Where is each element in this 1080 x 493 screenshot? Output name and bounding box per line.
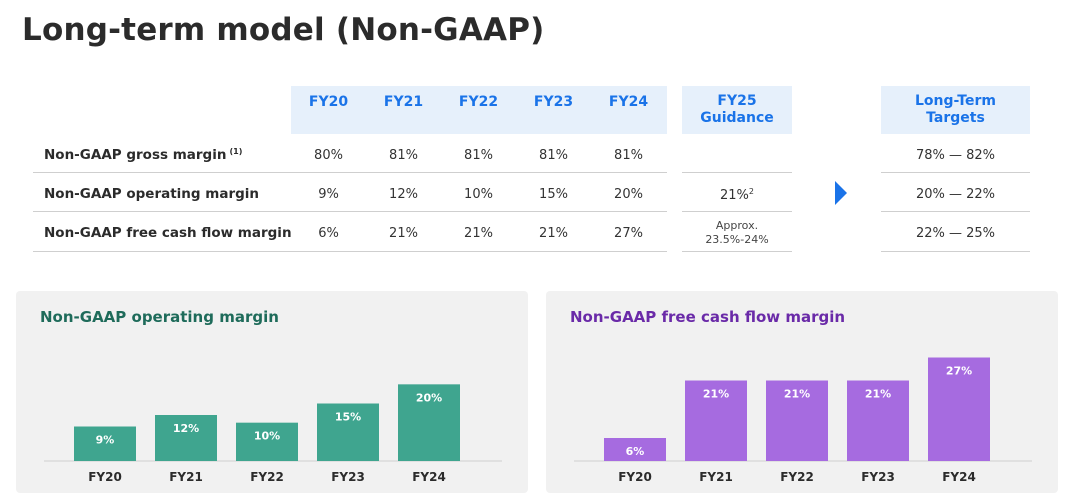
col-header-fy25-guidance: FY25 Guidance	[682, 86, 792, 134]
bar-value-label: 15%	[335, 411, 361, 424]
fcf-margin-chart: 6% FY20 21% FY21 21% FY22 21% FY23 27% FY24	[574, 357, 1032, 484]
operating-bar-fy21	[155, 415, 217, 461]
table-cell: 6%	[318, 226, 339, 241]
col-header-fy23: FY23	[533, 94, 574, 110]
table-cell: 81%	[464, 148, 493, 163]
page-title: Long-term model (Non-GAAP)	[22, 12, 545, 48]
bar-value-label: 6%	[626, 445, 645, 458]
x-tick-label: FY24	[412, 470, 446, 484]
table-cell: 15%	[539, 187, 568, 202]
row-divider	[682, 211, 792, 212]
col-header-fy22: FY22	[458, 94, 499, 110]
row-divider	[33, 211, 667, 212]
col-header-long-term-targets: Long-Term Targets	[881, 86, 1030, 134]
x-tick-label: FY23	[861, 470, 895, 484]
row-divider	[33, 251, 667, 252]
operating-bar-fy22	[236, 422, 298, 461]
target-cell: 22% — 25%	[915, 226, 996, 241]
target-cell: 78% — 82%	[915, 148, 996, 163]
bar-value-label: 9%	[96, 434, 115, 447]
row-divider	[881, 172, 1030, 173]
footnote-marker: (1)	[229, 147, 243, 156]
fcf-bar-fy23	[847, 380, 909, 461]
table-cell: 21%	[539, 226, 568, 241]
bar-value-label: 21%	[703, 388, 729, 401]
footnote-marker: 2	[748, 187, 754, 196]
col-header-fy21: FY21	[383, 94, 424, 110]
bar-value-label: 20%	[416, 391, 442, 404]
chart-title: Non-GAAP free cash flow margin	[570, 308, 846, 326]
bar-value-label: 12%	[173, 422, 199, 435]
x-tick-label: FY23	[331, 470, 365, 484]
table-cell: 9%	[318, 187, 339, 202]
x-tick-label: FY22	[780, 470, 814, 484]
row-divider	[881, 211, 1030, 212]
table-cell: 81%	[539, 148, 568, 163]
fcf-bar-fy24	[928, 357, 990, 461]
operating-bar-fy23	[317, 403, 379, 461]
row-label-text: Non-GAAP free cash flow margin	[44, 225, 292, 241]
operating-margin-panel: Non-GAAP operating margin 9% FY20 12% FY21 1…	[16, 291, 528, 493]
row-label-text: Non-GAAP gross margin	[44, 147, 227, 163]
row-divider	[33, 172, 667, 173]
x-tick-label: FY22	[250, 470, 284, 484]
table-cell: 21%	[389, 226, 418, 241]
row-label-gross-margin: Non-GAAP gross margin (1)	[44, 147, 242, 163]
table-cell: 27%	[614, 226, 643, 241]
table-cell: 80%	[314, 148, 343, 163]
table-cell: 12%	[389, 187, 418, 202]
table-cell: 10%	[464, 187, 493, 202]
fy-headers-band	[291, 86, 667, 134]
x-tick-label: FY20	[88, 470, 122, 484]
target-cell: 20% — 22%	[915, 187, 996, 202]
operating-margin-chart: 9% FY20 12% FY21 10% FY22 15% FY23 20% FY24	[44, 384, 502, 484]
operating-bar-fy24	[398, 384, 460, 461]
col-header-fy24: FY24	[608, 94, 649, 110]
operating-bar-fy20	[74, 426, 136, 461]
arrow-right-icon	[835, 181, 847, 205]
col-header-fy20: FY20	[308, 94, 349, 110]
chart-title: Non-GAAP operating margin	[40, 308, 279, 326]
guidance-value: 21%	[720, 188, 749, 203]
row-divider	[682, 251, 792, 252]
x-tick-label: FY24	[942, 470, 976, 484]
guidance-cell: Approx. 23.5%-24%	[705, 219, 769, 246]
x-tick-label: FY21	[169, 470, 203, 484]
table-cell: 81%	[389, 148, 418, 163]
table-cell: 21%	[464, 226, 493, 241]
row-label-operating-margin: Non-GAAP operating margin	[44, 186, 259, 202]
bar-value-label: 10%	[254, 430, 280, 443]
row-label-fcf-margin: Non-GAAP free cash flow margin	[44, 225, 292, 241]
row-label-text: Non-GAAP operating margin	[44, 186, 260, 202]
bar-value-label: 27%	[946, 365, 972, 378]
guidance-cell: 21%2	[682, 187, 792, 203]
table-cell: 81%	[614, 148, 643, 163]
bar-value-label: 21%	[784, 388, 810, 401]
fcf-margin-panel: Non-GAAP free cash flow margin 6% FY20 21%…	[546, 291, 1058, 493]
x-tick-label: FY20	[618, 470, 652, 484]
bar-value-label: 21%	[865, 388, 891, 401]
table-cell: 20%	[614, 187, 643, 202]
row-divider	[682, 172, 792, 173]
row-divider	[881, 251, 1030, 252]
fcf-bar-fy21	[685, 380, 747, 461]
fcf-bar-fy22	[766, 380, 828, 461]
x-tick-label: FY21	[699, 470, 733, 484]
fcf-bar-fy20	[604, 438, 666, 461]
